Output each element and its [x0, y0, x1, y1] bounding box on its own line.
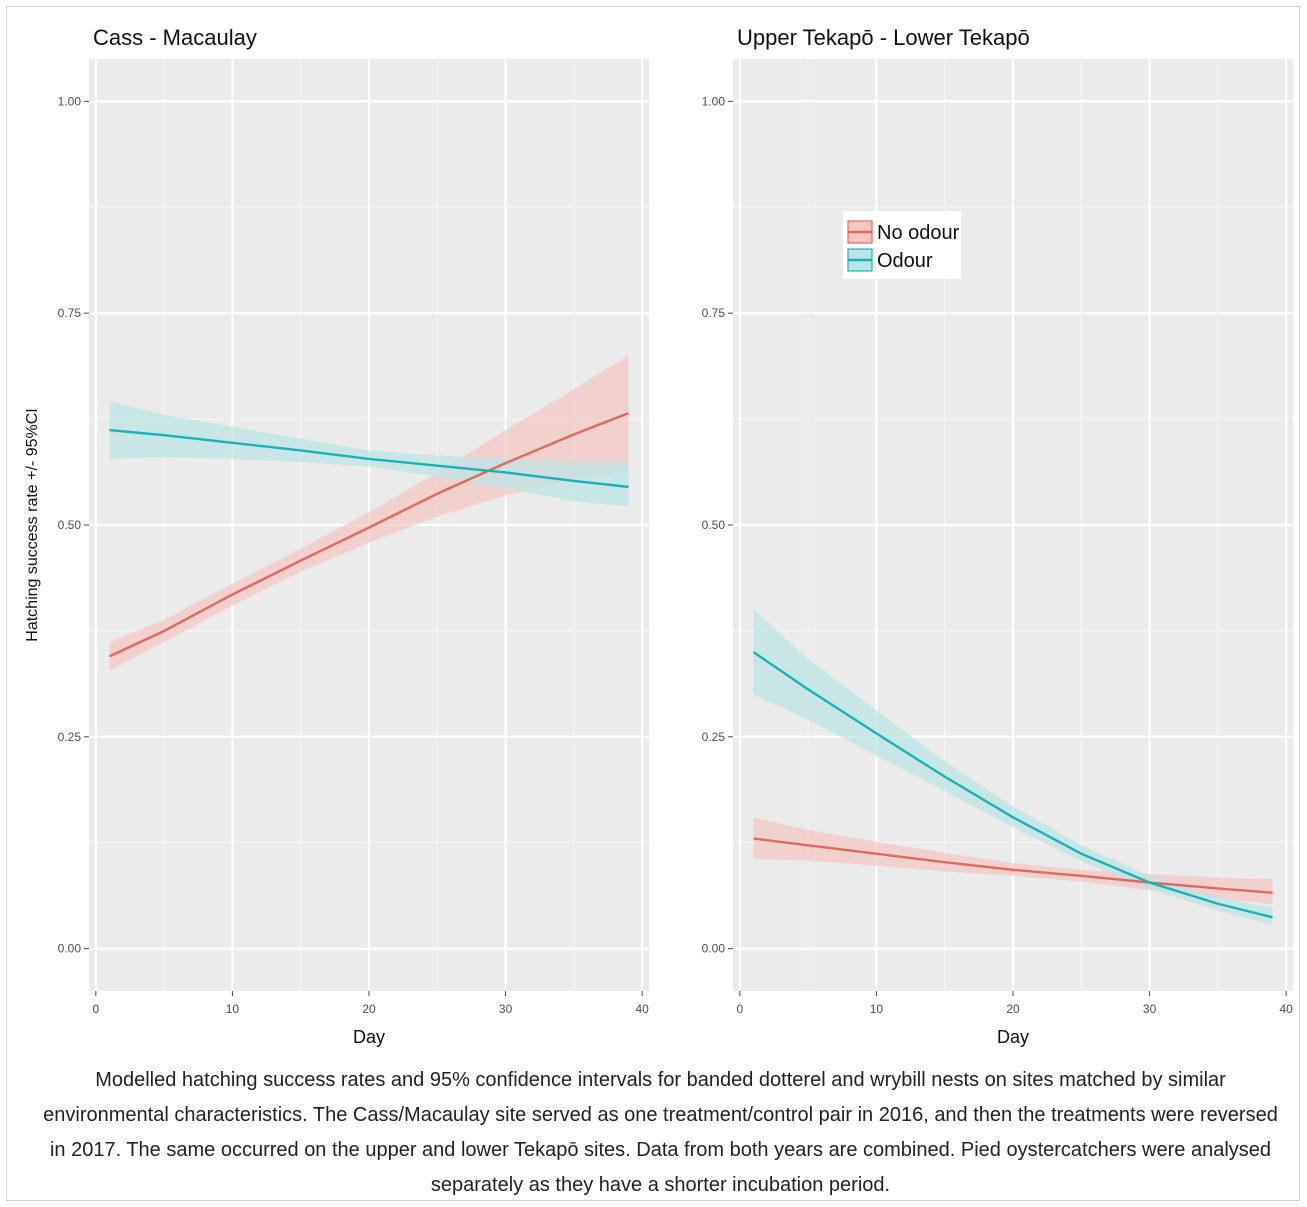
series-line-no-odour [753, 837, 1273, 894]
figure-caption: Modelled hatching success rates and 95% … [43, 1069, 1278, 1196]
legend-label-odour: Odour [877, 250, 933, 272]
y-tick-label: 0.50 [58, 518, 82, 532]
y-tick-label: 0.25 [702, 730, 726, 744]
x-tick-label: 30 [1143, 1002, 1157, 1016]
x-axis-label: Day [997, 1027, 1029, 1047]
figure-canvas: 0 10 20 30 40 0.00 0.25 0.50 0.75 1.00 Cass - Maca… [24, 25, 1294, 1047]
y-tick-label: 0.00 [58, 942, 82, 956]
series-line-odour [109, 428, 629, 489]
y-tick-label: 1.00 [58, 94, 82, 108]
y-tick-label: 0.75 [58, 306, 82, 320]
y-tick-label: 1.00 [702, 94, 726, 108]
x-tick-label: 20 [1006, 1002, 1020, 1016]
x-tick-label: 20 [362, 1002, 376, 1016]
panel-title: Cass - Macaulay [93, 25, 257, 50]
y-tick-label: 0.50 [702, 518, 726, 532]
x-tick-label: 40 [1279, 1002, 1293, 1016]
panel-cass-macaulay: 0 10 20 30 40 0.00 0.25 0.50 0.75 1.00 Cass - Maca… [24, 25, 649, 1047]
x-axis-label: Day [353, 1027, 385, 1047]
x-tick-label: 0 [736, 1002, 743, 1016]
y-tick-label: 0.00 [702, 942, 726, 956]
y-axis-label: Hatching success rate +/- 95%CI [24, 408, 41, 641]
figure-frame: 0 10 20 30 40 0.00 0.25 0.50 0.75 1.00 Cass - Maca… [6, 6, 1300, 1201]
x-tick-label: 10 [870, 1002, 884, 1016]
legend: No odour Odour [843, 211, 961, 279]
y-tick-label: 0.25 [58, 730, 82, 744]
x-tick-label: 40 [635, 1002, 649, 1016]
x-tick-label: 30 [499, 1002, 513, 1016]
legend-label-no-odour: No odour [877, 222, 960, 244]
x-tick-label: 10 [226, 1002, 240, 1016]
panel-title: Upper Tekapō - Lower Tekapō [737, 25, 1030, 50]
y-tick-label: 0.75 [702, 306, 726, 320]
panel-tekapo: 0 10 20 30 40 0.00 0.25 0.50 0.75 1.00 Upper Tekap… [702, 25, 1294, 1047]
series-line-odour [752, 651, 1273, 919]
ci-band-odour [109, 401, 629, 507]
series-line-no-odour [108, 412, 629, 658]
x-tick-label: 0 [92, 1002, 99, 1016]
